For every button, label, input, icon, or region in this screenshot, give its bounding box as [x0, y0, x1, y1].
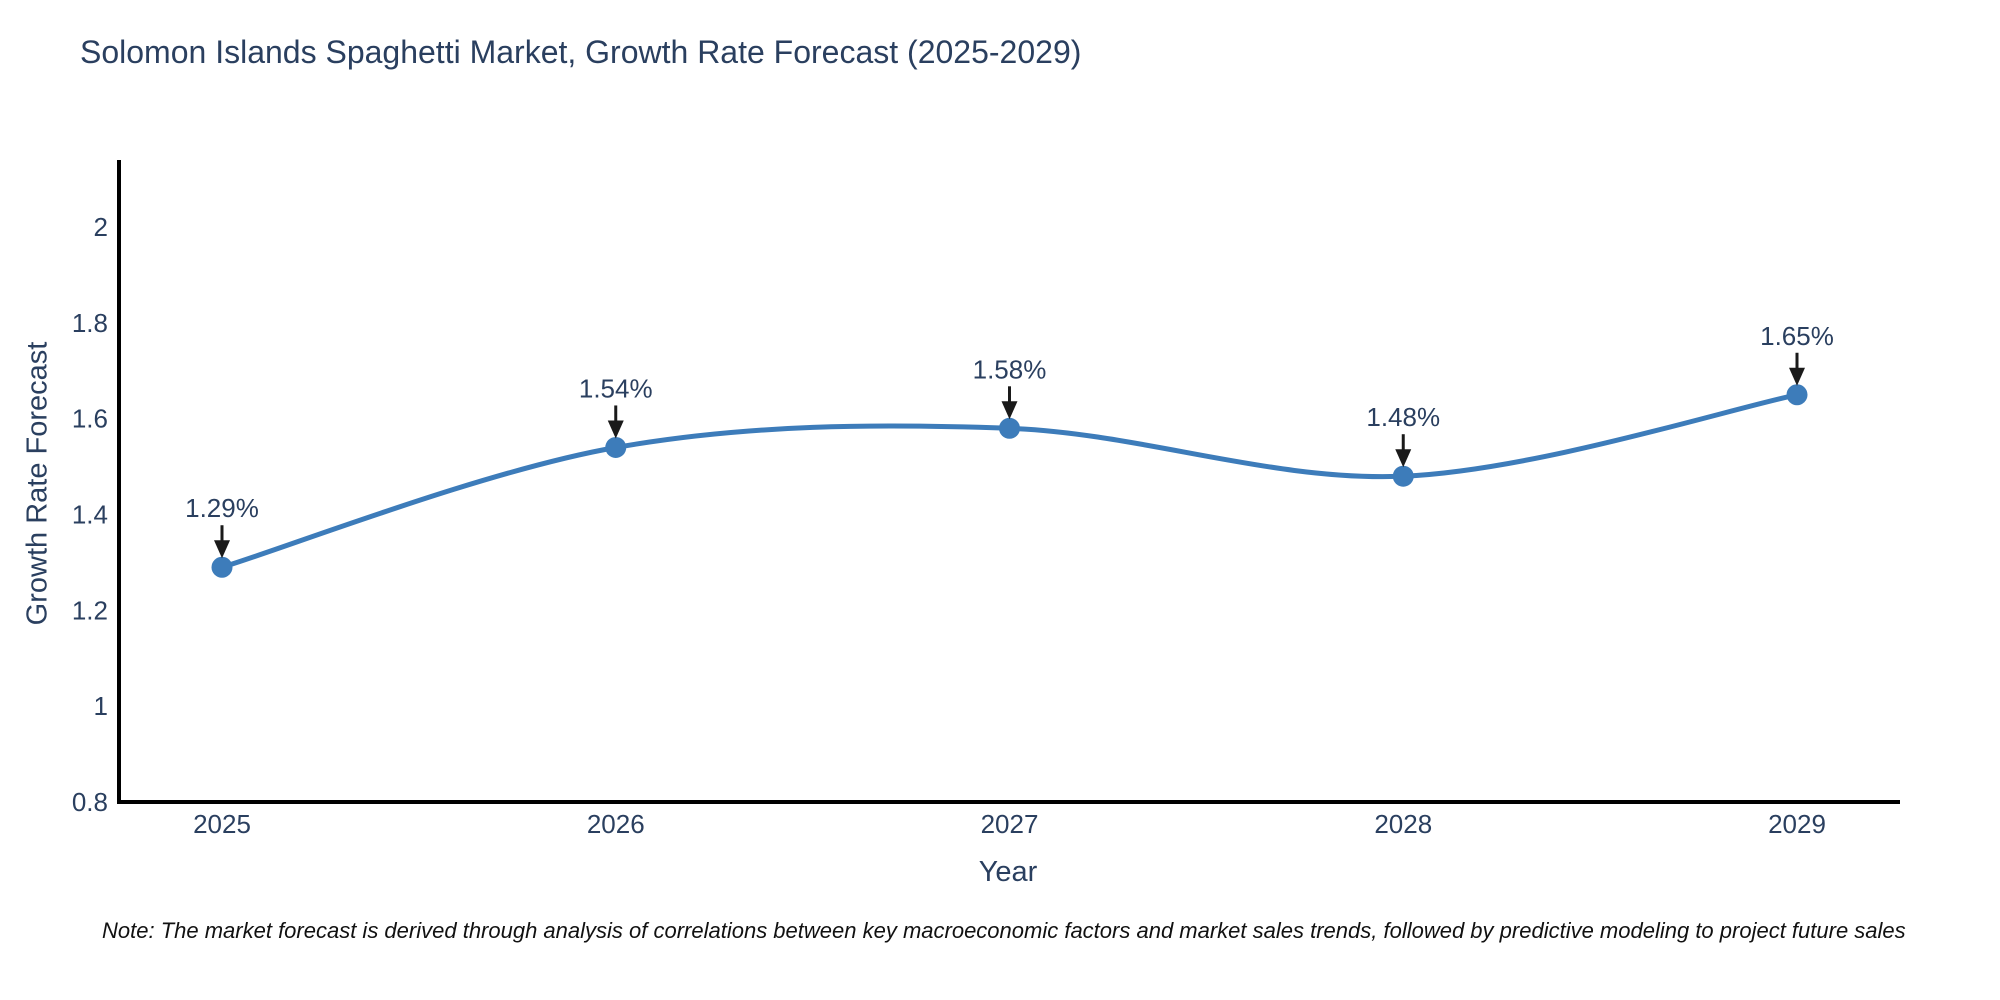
annotation-arrowhead-icon	[1001, 401, 1018, 420]
annotation-arrowhead-icon	[1789, 367, 1805, 386]
annotation-label: 1.58%	[973, 354, 1047, 384]
x-tick-label: 2027	[981, 809, 1039, 839]
data-point-marker	[1392, 465, 1414, 487]
y-axis-title: Growth Rate Forecast	[21, 341, 54, 626]
y-tick-label: 1	[94, 691, 108, 721]
annotation-label: 1.29%	[185, 493, 259, 523]
y-tick-label: 1.8	[72, 308, 108, 338]
annotation-arrowhead-icon	[1395, 449, 1412, 468]
x-axis-title: Year	[978, 856, 1038, 888]
footnote-text: Note: The market forecast is derived thr…	[102, 918, 1906, 943]
annotation-arrowhead-icon	[214, 540, 230, 559]
chart-title: Solomon Islands Spaghetti Market, Growth…	[80, 34, 1082, 70]
y-tick-label: 1.4	[72, 500, 108, 530]
annotation-arrowhead-icon	[607, 420, 624, 439]
y-tick-label: 1.6	[72, 404, 108, 434]
data-point-marker	[211, 556, 233, 578]
annotation-label: 1.54%	[579, 373, 653, 403]
x-tick-label: 2028	[1374, 809, 1432, 839]
x-tick-label: 2026	[587, 809, 645, 839]
y-tick-label: 1.2	[72, 595, 108, 625]
annotation-label: 1.48%	[1366, 402, 1440, 432]
annotation-label: 1.65%	[1760, 321, 1834, 351]
data-point-marker	[999, 417, 1020, 439]
x-tick-label: 2025	[193, 809, 251, 839]
data-point-marker	[1786, 384, 1808, 406]
data-point-marker	[605, 436, 627, 458]
y-tick-label: 0.8	[72, 787, 108, 817]
x-tick-label: 2029	[1768, 809, 1826, 839]
y-tick-label: 2	[94, 212, 108, 242]
